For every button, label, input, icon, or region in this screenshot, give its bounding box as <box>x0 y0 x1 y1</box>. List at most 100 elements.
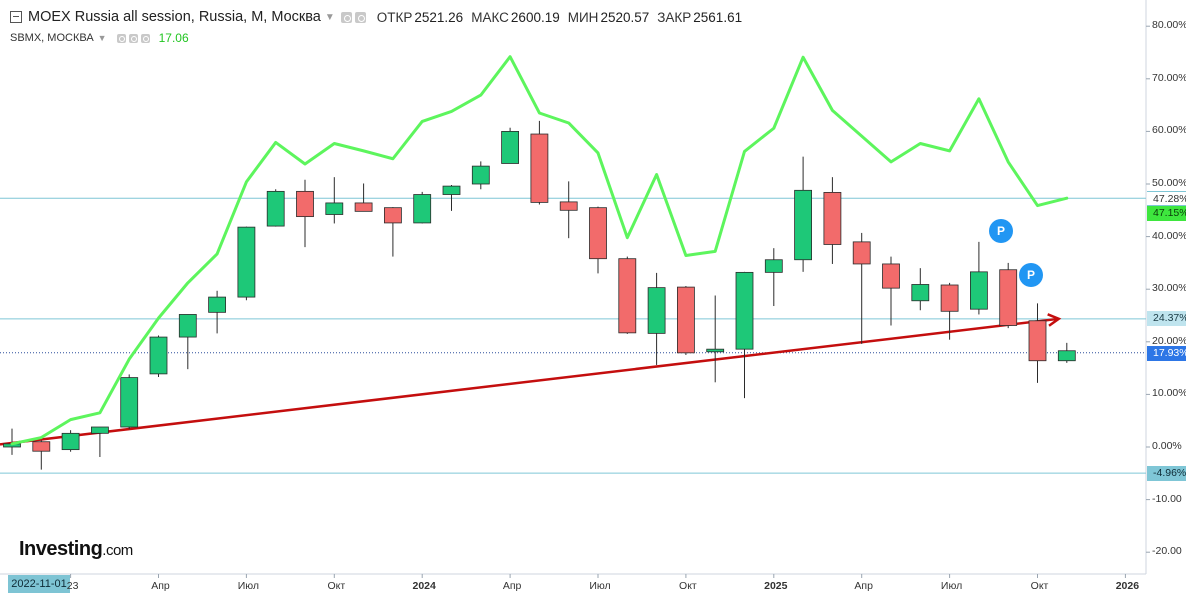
candle-body <box>940 284 959 312</box>
x-tick-label: Июл <box>940 580 963 592</box>
candle-body <box>823 192 842 245</box>
candle-body <box>501 130 520 164</box>
candle-body <box>61 432 80 451</box>
candle-body <box>325 202 344 215</box>
investing-logo: Investing.com <box>19 538 133 560</box>
candle-body <box>706 348 725 353</box>
candle-body <box>589 207 607 260</box>
candle <box>735 271 754 399</box>
candle-body <box>735 271 754 350</box>
comparison-value: 17.06 <box>158 31 189 45</box>
settings-icon[interactable] <box>354 11 366 23</box>
candle <box>677 286 695 355</box>
instrument-title[interactable]: MOEX Russia all session, Russia, M, Моск… <box>28 9 321 25</box>
x-tick-label: Апр <box>502 580 522 592</box>
candle-body <box>208 296 227 313</box>
x-tick-label: 2024 <box>412 580 436 592</box>
candle-body <box>530 133 549 203</box>
candle-body <box>471 165 490 185</box>
candle <box>970 241 988 315</box>
visibility-icon[interactable] <box>116 33 126 43</box>
x-tick-label: 23 <box>66 580 79 592</box>
candle <box>325 177 344 224</box>
y-tick-label: 70.00% <box>1152 71 1186 84</box>
candle <box>618 256 637 334</box>
x-tick-label: Апр <box>854 580 873 592</box>
candle <box>764 248 783 307</box>
candle-body <box>91 426 109 434</box>
chevron-down-icon[interactable]: ▼ <box>324 11 335 23</box>
event-badge-2[interactable]: P <box>1019 263 1043 287</box>
candle-body <box>237 226 256 298</box>
candle-body <box>1057 350 1076 362</box>
comparison-line <box>10 55 1069 446</box>
candle-body <box>296 190 314 218</box>
x-tick-label: Окт <box>327 580 346 592</box>
close-label: ЗАКР <box>657 9 692 25</box>
candle <box>91 426 109 457</box>
candle-body <box>677 286 695 354</box>
settings-icon[interactable] <box>128 33 138 43</box>
candle-body <box>178 314 197 338</box>
candle-body <box>266 190 285 227</box>
candle-body <box>794 189 812 261</box>
candle-body <box>354 202 373 212</box>
candle <box>501 127 520 164</box>
y-tick-label: 0.00% <box>1152 440 1182 452</box>
y-tick-label: 40.00% <box>1152 229 1186 242</box>
tag-last-green: 47.15% <box>1147 206 1186 221</box>
candle-body <box>559 201 578 211</box>
comparison-symbol[interactable]: SBMX, МОСКВА <box>10 32 94 44</box>
candle-body <box>413 194 432 224</box>
candle <box>882 256 900 326</box>
high-label: МАКС <box>471 9 509 25</box>
y-tick-label: 20.00% <box>1152 334 1186 347</box>
candle <box>589 206 607 274</box>
candle <box>647 272 666 365</box>
candle <box>1057 342 1076 363</box>
candle <box>61 430 80 452</box>
candle <box>530 120 549 205</box>
candle <box>852 232 871 344</box>
candle-body <box>882 263 900 289</box>
candle-body <box>120 377 139 428</box>
candle <box>1028 303 1047 383</box>
tag-trend-end: 24.37% <box>1147 311 1186 326</box>
candle <box>178 314 197 370</box>
comparison-legend: SBMX, МОСКВА ▼ 17.06 <box>10 30 189 46</box>
x-tick-label: Июл <box>237 580 260 592</box>
candle <box>999 262 1018 329</box>
collapse-icon[interactable] <box>10 11 22 23</box>
chevron-down-icon[interactable]: ▼ <box>97 33 107 43</box>
x-tick-label: 2026 <box>1115 580 1140 592</box>
event-badge-1[interactable]: P <box>989 219 1013 243</box>
candle-body <box>149 336 168 375</box>
y-tick-label: -20.00 <box>1152 545 1182 558</box>
candle-body <box>647 287 666 334</box>
candle <box>940 282 959 340</box>
candle <box>383 207 402 257</box>
candle-body <box>852 241 871 265</box>
visibility-icon[interactable] <box>340 11 352 23</box>
candle <box>120 374 139 430</box>
candle <box>237 226 256 301</box>
candle <box>296 179 314 248</box>
tag-high-ref: 47.28% <box>1147 191 1186 206</box>
candle <box>208 290 227 334</box>
close-icon[interactable] <box>140 33 150 43</box>
candle-body <box>764 259 783 273</box>
open-label: ОТКР <box>376 9 413 25</box>
candle-body <box>911 284 930 302</box>
y-tick-label: 50.00% <box>1152 177 1186 189</box>
candle-body <box>383 207 402 224</box>
candle <box>911 268 930 311</box>
candle <box>706 295 725 383</box>
candle <box>266 189 285 227</box>
candle-body <box>618 258 637 334</box>
low-label: МИН <box>567 9 599 25</box>
x-tick-label: Апр <box>151 580 170 592</box>
close-value: 2561.61 <box>693 9 743 25</box>
y-tick-label: 60.00% <box>1152 124 1186 137</box>
candle <box>559 181 578 239</box>
